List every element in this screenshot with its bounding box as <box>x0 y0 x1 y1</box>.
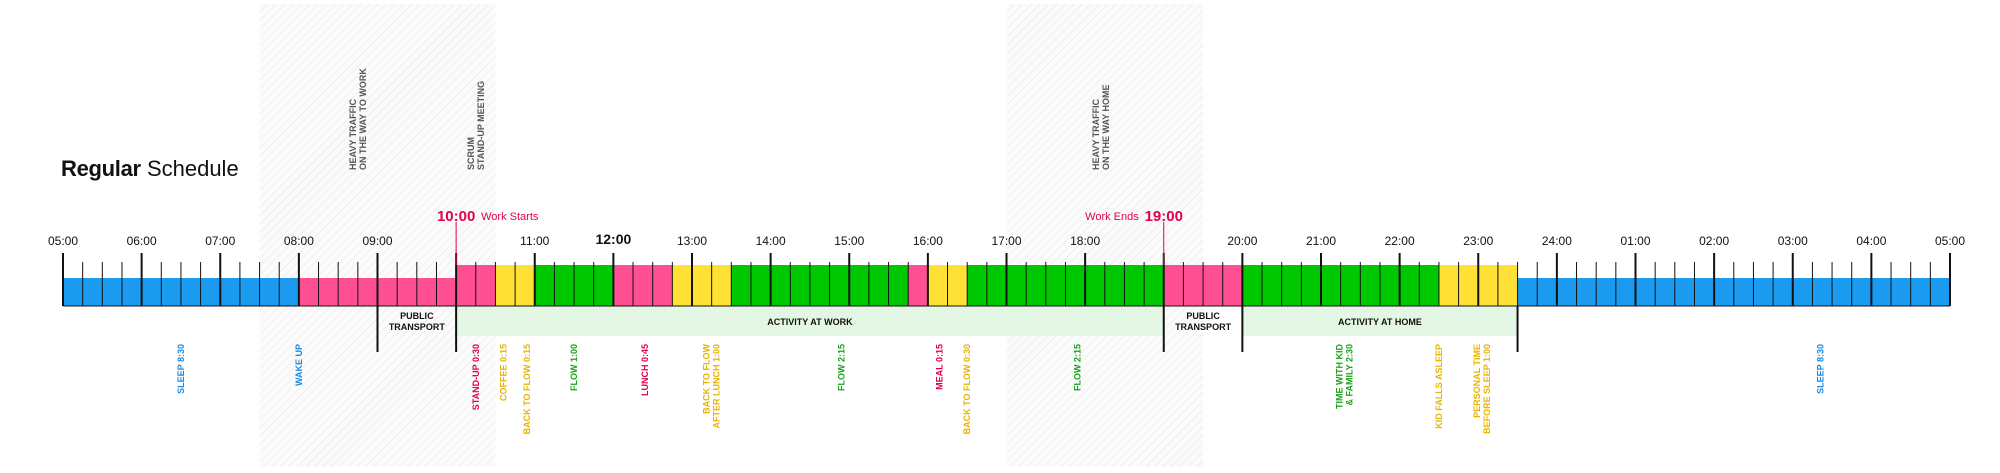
hour-label: 04:00 <box>1856 234 1886 248</box>
bracket-label: ACTIVITY AT WORK <box>767 317 853 327</box>
work-start-time: 10:00 <box>437 208 475 225</box>
hour-label: 22:00 <box>1385 234 1415 248</box>
work-end-time: 19:00 <box>1145 208 1183 225</box>
segment-break <box>672 265 732 306</box>
hour-label: 05:00 <box>48 234 78 248</box>
hour-label: 07:00 <box>205 234 235 248</box>
hatched-zone-label: STAND-UP MEETING <box>476 81 486 170</box>
annotation-label: & FAMILY 2:30 <box>1345 344 1355 406</box>
annotation-label: FLOW 2:15 <box>1072 344 1082 391</box>
hour-label: 15:00 <box>834 234 864 248</box>
activity-band <box>1242 306 1518 336</box>
annotation-label: KID FALLS ASLEEP <box>1434 344 1444 429</box>
hatched-zone <box>1006 4 1204 467</box>
bracket-label: PUBLIC <box>400 311 434 321</box>
hatched-zone-label: HEAVY TRAFFIC <box>1091 98 1101 170</box>
segment-work_prep <box>908 265 928 306</box>
hour-label: 01:00 <box>1620 234 1650 248</box>
activity-band <box>456 306 1164 336</box>
hour-label: 13:00 <box>677 234 707 248</box>
hour-label: 24:00 <box>1542 234 1572 248</box>
hour-label: 08:00 <box>284 234 314 248</box>
hatched-zone <box>259 4 457 467</box>
annotation-label: BACK TO FLOW 0:15 <box>522 344 532 434</box>
hour-label: 16:00 <box>913 234 943 248</box>
hour-label: 17:00 <box>991 234 1021 248</box>
annotation-label: SLEEP 8:30 <box>176 344 186 394</box>
title-rest: Schedule <box>146 156 239 181</box>
work-start-label: Work Starts <box>481 211 539 223</box>
segment-flow <box>731 265 909 306</box>
annotation-label: FLOW 1:00 <box>569 344 579 391</box>
title-bold: Regular <box>61 156 141 181</box>
hour-label: 18:00 <box>1070 234 1100 248</box>
hatched-zone-label: ON THE WAY HOME <box>1101 84 1111 170</box>
work-end-label: Work Ends <box>1085 211 1139 223</box>
hour-label: 06:00 <box>127 234 157 248</box>
annotation-label: FLOW 2:15 <box>836 344 846 391</box>
hatched-zone-label: SCRUM <box>466 137 476 170</box>
hour-label: 09:00 <box>362 234 392 248</box>
annotation-label: AFTER LUNCH 1:00 <box>712 344 722 429</box>
hour-label: 12:00 <box>595 231 631 247</box>
segment-work_prep <box>613 265 673 306</box>
hatched-zone-label: ON THE WAY TO WORK <box>358 68 368 170</box>
hatched-zone <box>456 4 496 467</box>
annotation-label: LUNCH 0:45 <box>640 344 650 396</box>
bracket-label: PUBLIC <box>1186 311 1220 321</box>
page-title: Regular Schedule <box>61 156 239 182</box>
hatched-zone-tint <box>456 4 496 467</box>
hour-label: 03:00 <box>1778 234 1808 248</box>
bracket-label: TRANSPORT <box>1175 322 1232 332</box>
hatched-zone-label: HEAVY TRAFFIC <box>348 98 358 170</box>
bracket-label: TRANSPORT <box>389 322 446 332</box>
hour-label: 23:00 <box>1463 234 1493 248</box>
hour-label: 20:00 <box>1227 234 1257 248</box>
annotation-label: MEAL 0:15 <box>935 344 945 390</box>
bracket-label: ACTIVITY AT HOME <box>1338 317 1422 327</box>
hatched-zone-tint <box>259 4 457 467</box>
annotation-label: TIME WITH KID <box>1335 344 1345 409</box>
hour-label: 11:00 <box>520 234 549 248</box>
annotation-label: BEFORE SLEEP 1:00 <box>1482 344 1492 434</box>
hour-label: 14:00 <box>756 234 786 248</box>
annotation-label: PERSONAL TIME <box>1472 344 1482 418</box>
hour-label: 05:00 <box>1935 234 1965 248</box>
hatched-zone-tint <box>1006 4 1204 467</box>
annotation-label: WAKE UP <box>294 344 304 386</box>
hour-label: 21:00 <box>1306 234 1336 248</box>
annotation-label: BACK TO FLOW <box>702 343 712 413</box>
hour-label: 02:00 <box>1699 234 1729 248</box>
annotation-label: SLEEP 8:30 <box>1815 344 1825 394</box>
annotation-label: STAND-UP 0:30 <box>471 344 481 410</box>
annotation-label: BACK TO FLOW 0:30 <box>962 344 972 434</box>
annotation-label: COFFEE 0:15 <box>498 344 508 401</box>
